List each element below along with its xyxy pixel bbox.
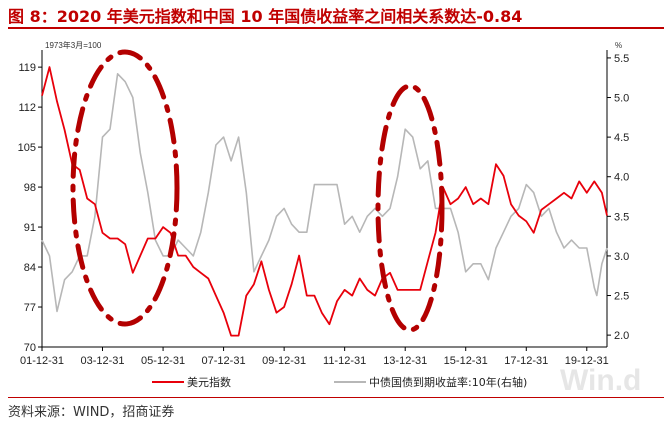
plot-area [41, 66, 608, 337]
x-tick-label: 19-12-31 [565, 355, 609, 367]
left-tick-label: 77 [24, 302, 36, 314]
left-tick-label: 105 [18, 142, 36, 154]
page-title: 图 8：2020 年美元指数和中国 10 年国债收益率之间相关系数达-0.84 [8, 7, 523, 26]
left-tick-label: 119 [18, 62, 36, 74]
right-tick-label: 5.0 [614, 93, 629, 105]
highlight-ellipse-2014 [375, 83, 445, 333]
x-tick-label: 07-12-31 [202, 355, 246, 367]
left-tick-label: 98 [24, 182, 36, 194]
annotations [70, 49, 445, 333]
x-tick-label: 17-12-31 [504, 355, 548, 367]
x-tick-label: 15-12-31 [444, 355, 488, 367]
legend-label-bond-yield: 中债国债到期收益率:10年(右轴) [369, 375, 527, 389]
right-tick-label: 5.5 [614, 53, 629, 65]
x-tick-label: 01-12-31 [20, 355, 64, 367]
x-tick-label: 11-12-31 [323, 355, 366, 367]
x-tick-label: 03-12-31 [80, 355, 124, 367]
x-tick-label: 09-12-31 [262, 355, 306, 367]
x-tick-label: 05-12-31 [141, 355, 185, 367]
legend-label-dxy: 美元指数 [187, 375, 231, 389]
right-axis-unit: % [615, 41, 622, 50]
right-tick-label: 3.5 [614, 211, 629, 223]
legend: 美元指数 中债国债到期收益率:10年(右轴) [152, 375, 527, 389]
right-tick-label: 2.0 [614, 330, 629, 342]
left-tick-label: 84 [24, 262, 36, 274]
right-tick-label: 3.0 [614, 251, 629, 263]
left-tick-label: 70 [24, 342, 36, 354]
series-line-bond-yield [41, 73, 608, 313]
axes: 1973年3月=100 % 70 77 84 91 98 105 112 119 2.0 2.5 3.0… [18, 40, 630, 367]
chart: Win.d 1973年3月=100 % 70 77 84 91 98 105 112 119 2.0… [18, 40, 642, 397]
x-tick-label: 13-12-31 [383, 355, 427, 367]
title-underline [8, 27, 664, 29]
source-note: 资料来源：WIND，招商证券 [8, 405, 175, 420]
right-tick-label: 2.5 [614, 291, 629, 303]
right-tick-label: 4.5 [614, 132, 629, 144]
left-tick-label: 112 [18, 102, 36, 114]
series-line-dxy [41, 66, 608, 337]
left-axis-note: 1973年3月=100 [45, 40, 102, 50]
watermark: Win.d [560, 364, 641, 397]
highlight-ellipse-2004 [70, 49, 180, 327]
right-tick-label: 4.0 [614, 172, 629, 184]
source-rule [8, 397, 664, 398]
left-tick-label: 91 [24, 222, 36, 234]
